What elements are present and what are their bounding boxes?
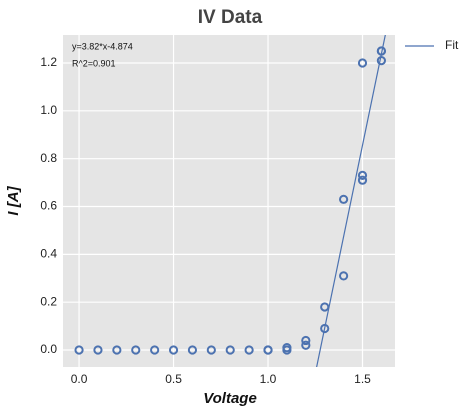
y-tick-label: 1.2 — [40, 55, 57, 69]
x-tick-label: 1.5 — [354, 372, 371, 386]
y-tick-label: 1.0 — [40, 103, 57, 117]
x-tick-label: 0.5 — [165, 372, 182, 386]
y-tick-label: 0.6 — [40, 199, 57, 213]
data-point — [187, 345, 198, 355]
data-point — [263, 345, 273, 355]
fit-r-squared: R^2=0.901 — [72, 58, 116, 68]
data-point — [301, 340, 311, 350]
x-tick-label: 0.0 — [71, 372, 88, 386]
data-point — [244, 345, 254, 355]
y-tick-label: 0.2 — [40, 294, 57, 308]
data-point — [74, 345, 84, 355]
grid — [63, 35, 395, 367]
data-point — [150, 345, 160, 355]
data-point — [320, 323, 330, 334]
data-point — [282, 343, 292, 353]
x-tick-label: 1.0 — [260, 372, 277, 386]
data-point — [301, 335, 311, 346]
data-point — [357, 58, 368, 68]
chart-title: IV Data — [198, 7, 263, 28]
x-axis-label: Voltage — [203, 390, 257, 407]
data-point — [320, 302, 330, 312]
fit-equation: y=3.82*x-4.874 — [72, 41, 133, 51]
data-point — [225, 345, 235, 355]
data-point — [131, 345, 141, 355]
plot-marks — [74, 35, 386, 367]
y-tick-label: 0.0 — [40, 342, 57, 356]
data-point — [357, 170, 368, 181]
data-point — [339, 194, 349, 204]
y-axis-label: I [A] — [5, 185, 22, 215]
legend-label: Fit — [445, 38, 459, 52]
data-point — [339, 271, 349, 281]
data-point — [112, 345, 122, 355]
data-point — [206, 345, 216, 355]
data-point — [376, 55, 386, 66]
y-tick-label: 0.4 — [40, 247, 57, 261]
data-point — [168, 345, 179, 355]
data-point — [357, 175, 368, 185]
y-tick-label: 0.8 — [40, 151, 57, 165]
plot-background — [63, 35, 395, 367]
data-point — [93, 345, 103, 355]
fit-line — [316, 35, 386, 367]
